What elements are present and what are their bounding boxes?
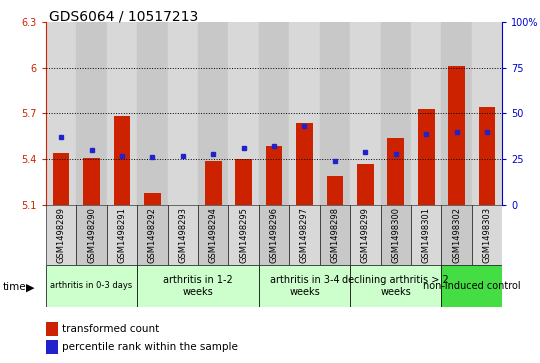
Text: GSM1498301: GSM1498301: [422, 207, 431, 263]
Bar: [235, 159, 252, 205]
Bar: [296, 123, 313, 205]
Bar: [198, 22, 228, 205]
Text: GSM1498302: GSM1498302: [452, 207, 461, 263]
Text: arthritis in 3-4
weeks: arthritis in 3-4 weeks: [269, 275, 339, 297]
Text: non-induced control: non-induced control: [423, 281, 521, 291]
Bar: [76, 205, 107, 265]
Text: GSM1498289: GSM1498289: [57, 207, 66, 263]
Text: transformed count: transformed count: [62, 324, 159, 334]
Bar: [357, 164, 374, 205]
Text: GSM1498290: GSM1498290: [87, 207, 96, 263]
Bar: [327, 176, 343, 205]
Text: GSM1498291: GSM1498291: [118, 207, 126, 263]
Bar: [46, 265, 137, 307]
Bar: [228, 22, 259, 205]
Bar: [198, 205, 228, 265]
Bar: [320, 22, 350, 205]
Text: GSM1498303: GSM1498303: [483, 207, 491, 263]
Text: GSM1498296: GSM1498296: [269, 207, 279, 263]
Bar: [441, 205, 472, 265]
Bar: [137, 265, 259, 307]
Bar: [228, 205, 259, 265]
Bar: [83, 158, 100, 205]
Text: percentile rank within the sample: percentile rank within the sample: [62, 342, 238, 352]
Bar: [478, 107, 495, 205]
Bar: [411, 205, 441, 265]
Bar: [441, 22, 472, 205]
Bar: [441, 265, 502, 307]
Bar: [259, 22, 289, 205]
Bar: [107, 22, 137, 205]
Bar: [289, 205, 320, 265]
Text: GSM1498295: GSM1498295: [239, 207, 248, 263]
Bar: [46, 22, 76, 205]
Bar: [76, 22, 107, 205]
Text: time: time: [3, 282, 26, 292]
Bar: [53, 153, 70, 205]
Bar: [137, 22, 167, 205]
Bar: [144, 193, 161, 205]
Text: declining arthritis > 2
weeks: declining arthritis > 2 weeks: [342, 275, 449, 297]
Bar: [167, 22, 198, 205]
Text: arthritis in 1-2
weeks: arthritis in 1-2 weeks: [163, 275, 233, 297]
Bar: [411, 22, 441, 205]
Text: GSM1498293: GSM1498293: [178, 207, 187, 263]
Text: ▶: ▶: [26, 282, 35, 293]
Bar: [266, 146, 282, 205]
Bar: [381, 22, 411, 205]
Bar: [137, 205, 167, 265]
Bar: [381, 205, 411, 265]
Bar: [387, 138, 404, 205]
Bar: [418, 109, 435, 205]
Bar: [259, 265, 350, 307]
Text: GSM1498297: GSM1498297: [300, 207, 309, 263]
Bar: [320, 205, 350, 265]
Bar: [205, 161, 221, 205]
Text: GSM1498294: GSM1498294: [208, 207, 218, 263]
Text: GSM1498299: GSM1498299: [361, 207, 370, 263]
Bar: [472, 205, 502, 265]
Text: GSM1498300: GSM1498300: [391, 207, 400, 263]
Bar: [350, 205, 381, 265]
Bar: [350, 265, 441, 307]
Text: GSM1498292: GSM1498292: [148, 207, 157, 263]
Bar: [448, 66, 465, 205]
Bar: [113, 117, 130, 205]
Text: arthritis in 0-3 days: arthritis in 0-3 days: [50, 281, 133, 290]
Bar: [289, 22, 320, 205]
Bar: [350, 22, 381, 205]
Bar: [259, 205, 289, 265]
Bar: [46, 205, 76, 265]
Bar: [472, 22, 502, 205]
Bar: [167, 205, 198, 265]
Bar: [107, 205, 137, 265]
Text: GDS6064 / 10517213: GDS6064 / 10517213: [49, 9, 198, 23]
Text: GSM1498298: GSM1498298: [330, 207, 339, 263]
